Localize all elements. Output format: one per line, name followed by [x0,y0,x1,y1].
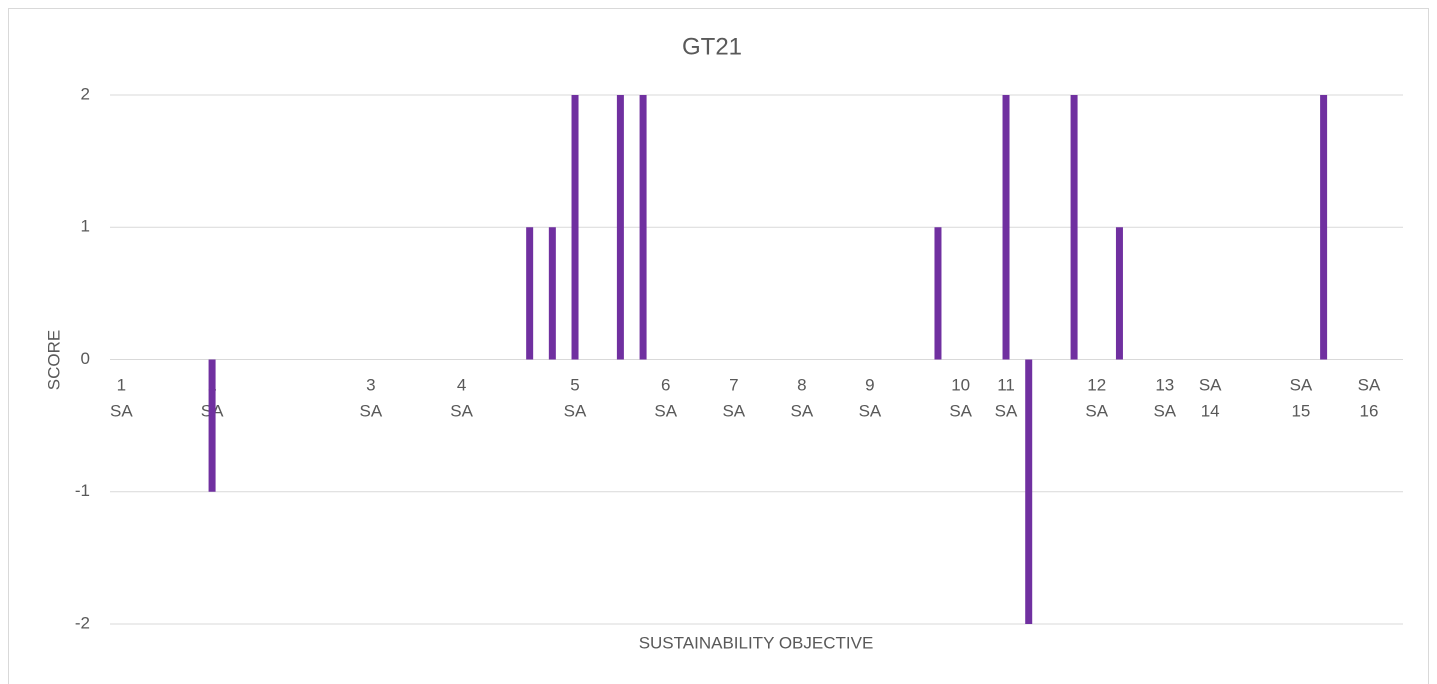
y-tick-label: -2 [75,613,90,632]
x-tick-label: 13 SA [1153,376,1176,421]
bar [208,359,216,492]
x-axis-title: SUSTAINABILITY OBJECTIVE [639,633,874,652]
x-tick-label: 6 SA [654,376,677,421]
y-axis-title: SCORE [44,330,63,390]
x-tick-label: 5 SA [564,376,587,421]
x-tick-label: 7 SA [722,376,745,421]
bar [526,227,534,360]
bar [571,95,579,360]
x-tick-label: 11 SA [995,376,1018,421]
bar [548,227,556,360]
chart-frame [8,8,1429,684]
chart-title: GT21 [682,33,742,60]
bar [616,95,624,360]
y-tick-label: 1 [81,217,90,236]
x-tick-label: SA 16 [1358,376,1381,421]
x-tick-label: 3 SA [360,376,383,421]
bar [934,227,942,360]
x-tick-label: 4 SA [450,376,473,421]
x-tick-label: 8 SA [791,376,814,421]
bar [1025,359,1033,624]
x-tick-label: 12 SA [1085,376,1108,421]
bar [1002,95,1010,360]
x-tick-label: 9 SA [859,376,882,421]
y-tick-label: 0 [81,349,90,368]
bar [1115,227,1123,360]
bar [639,95,647,360]
x-tick-label: 10 SA [949,376,972,421]
y-tick-label: 2 [81,84,90,103]
bar [1070,95,1078,360]
x-tick-label: SA 14 [1199,376,1222,421]
bar [1320,95,1328,360]
y-tick-label: -1 [75,481,90,500]
x-tick-label: SA 15 [1290,376,1313,421]
